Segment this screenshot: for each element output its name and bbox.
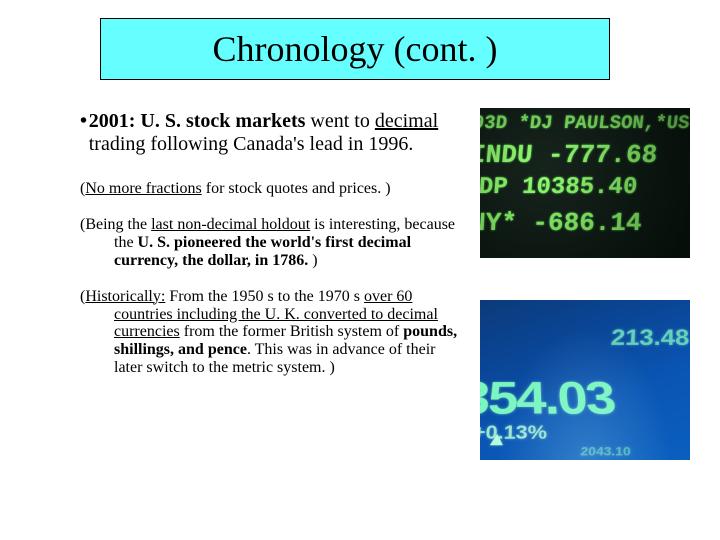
year-label: 2001: xyxy=(89,110,136,132)
stock-ticker-image-2: 213.48 354.03 ▲ +0.13% 2043.10 xyxy=(480,300,690,460)
p2-pioneer: U. S. pioneered the world's first decima… xyxy=(114,234,411,269)
slide-title: Chronology (cont. ) xyxy=(213,28,498,70)
ticker2-glow xyxy=(480,300,690,460)
title-box: Chronology (cont. ) xyxy=(100,18,610,80)
bullet-marker: • xyxy=(80,110,89,156)
stock-ticker-image-1: S393D *DJ PAULSON,*US POLITICAL: INDU -7… xyxy=(480,108,690,258)
p3-hist: Historically: xyxy=(85,288,165,305)
bullet-1: • 2001: U. S. stock markets went to deci… xyxy=(80,110,460,156)
p3-a: From the 1950 s to the 1970 s xyxy=(165,288,364,305)
p1-rest: for stock quotes and prices. ) xyxy=(202,180,391,197)
p1-nomore: No more fractions xyxy=(85,180,201,197)
para-no-fractions: (No more fractions for stock quotes and … xyxy=(114,180,460,198)
ticker1-overlay xyxy=(480,108,690,258)
bullet-1-text: 2001: U. S. stock markets went to decima… xyxy=(89,110,460,156)
content-column: • 2001: U. S. stock markets went to deci… xyxy=(80,110,460,395)
bt-b: trading following Canada's lead in 1996. xyxy=(89,133,414,155)
p3-b: from the former British system of xyxy=(180,323,404,340)
subject: U. S. stock markets xyxy=(140,110,305,132)
p2-holdout: last non-decimal holdout xyxy=(151,216,310,233)
para-holdout: (Being the last non-decimal holdout is i… xyxy=(114,216,460,270)
decimal-word: decimal xyxy=(375,110,438,132)
p2-open: (Being the xyxy=(80,216,151,233)
para-historically: (Historically: From the 1950 s to the 19… xyxy=(114,288,460,378)
p2-close: ) xyxy=(308,252,317,269)
bt-a: went to xyxy=(305,110,374,132)
